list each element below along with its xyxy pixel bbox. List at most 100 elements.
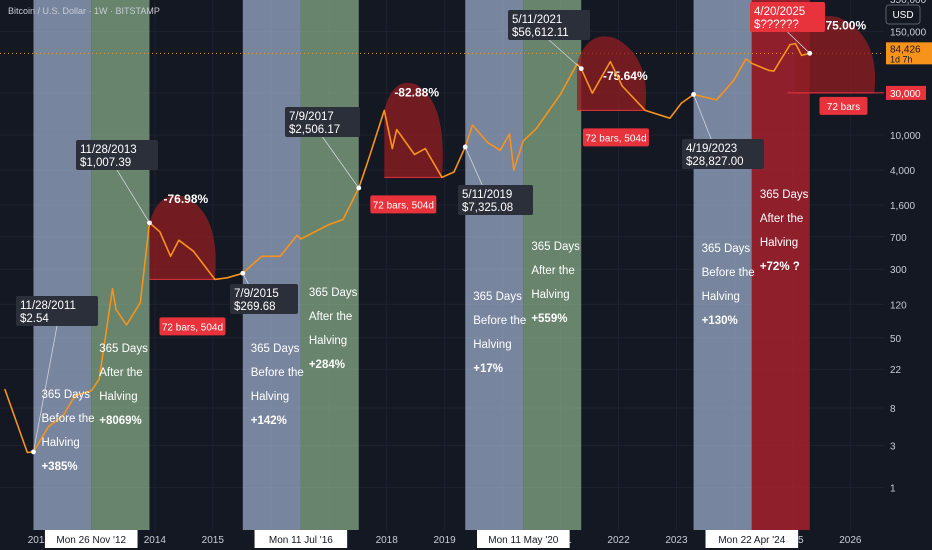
x-tick-label: 2026 [839, 535, 862, 546]
band-text-line: 365 Days [531, 241, 580, 253]
price-point [192, 250, 195, 252]
support-level-label: 30,000 [890, 89, 921, 100]
callout-point [31, 449, 36, 455]
callout-date: 5/11/2021 [512, 14, 562, 26]
current-price-badge [886, 42, 932, 65]
current-price-countdown: 1d 7h [890, 54, 913, 64]
halving-bands [33, 0, 810, 530]
band-text-line: Halving [473, 339, 511, 351]
band-text-line: 365 Days [760, 189, 809, 201]
halving-band-before [465, 0, 524, 530]
price-point [90, 390, 92, 392]
price-point [680, 102, 682, 104]
price-point [499, 149, 501, 151]
halving-date-badge [254, 530, 348, 548]
price-point [47, 426, 49, 428]
band-text-line: After the [531, 265, 574, 277]
callout-price: $2.54 [20, 313, 49, 325]
halving-band-before [33, 0, 92, 530]
price-callouts: 11/28/2011$2.54 11/28/2013$1,007.39 7/9/20… [16, 2, 825, 455]
band-percent: +72% ? [760, 261, 800, 273]
support-level-badge [886, 85, 926, 100]
band-text-line: Before the [251, 367, 304, 379]
callout-box [230, 284, 298, 314]
price-point [413, 153, 416, 156]
halving-band-after [300, 0, 359, 530]
callout-date: 11/28/2011 [20, 300, 76, 312]
band-text-line: After the [309, 311, 352, 323]
price-point [471, 124, 474, 126]
halving-date-badge [705, 530, 799, 548]
currency-button[interactable]: USD [885, 4, 921, 25]
price-point [328, 224, 330, 226]
callout-box [750, 2, 825, 32]
callout-box [16, 296, 98, 326]
drawdown-bars-label: 72 bars, 504d [162, 322, 223, 333]
band-text-line: Before the [473, 315, 526, 327]
chart-title: Bitcoin / U.S. Dollar · 1W · BITSTAMP [8, 6, 160, 16]
callout-point [807, 50, 813, 56]
price-point [226, 277, 228, 279]
drawdown-percent: -82.88% [394, 85, 439, 99]
current-price-value: 84,426 [890, 44, 921, 55]
price-point [487, 141, 489, 144]
price-point [260, 255, 263, 257]
drawdown-bars-label: 72 bars, 504d [585, 133, 646, 144]
y-tick-label: 8 [890, 404, 896, 415]
price-point [62, 415, 64, 417]
price-point [609, 61, 611, 63]
callout-date: 4/20/2025 [754, 6, 805, 18]
y-tick-label: 50 [890, 334, 902, 345]
price-point [396, 129, 398, 131]
callout-box [458, 185, 533, 215]
callout-date: 11/28/2013 [80, 144, 137, 156]
drawdown-bars-box [370, 195, 437, 214]
price-point [4, 388, 6, 390]
callout-box [76, 140, 158, 170]
y-tick-label: 10,000 [890, 131, 921, 142]
price-point [366, 162, 368, 164]
price-point [751, 62, 753, 64]
price-point [125, 324, 128, 326]
y-tick-label: 4,000 [890, 166, 915, 177]
band-text-line: Halving [251, 391, 289, 403]
band-text-line: 365 Days [473, 291, 522, 303]
band-percent: +284% [309, 359, 345, 371]
band-text-line: Before the [41, 413, 94, 425]
drawdown-arc [795, 16, 876, 93]
price-point [453, 171, 455, 173]
x-tick-label: 2018 [376, 535, 399, 546]
band-text-line: 365 Days [702, 243, 751, 255]
price-point [300, 238, 302, 240]
halving-date-label: Mon 11 Jul '16 [269, 535, 333, 546]
band-text-line: After the [99, 367, 142, 379]
callout-price: $56,612.11 [512, 27, 569, 39]
drawdown-bars-box [159, 317, 226, 336]
price-point [794, 42, 797, 45]
price-point [26, 451, 28, 454]
halving-band-after [523, 0, 582, 530]
price-point [644, 109, 646, 112]
halving-band-before [693, 0, 752, 530]
callout-price: $2,506.17 [289, 124, 340, 136]
price-series [4, 42, 811, 454]
band-text-line: 365 Days [41, 389, 90, 401]
drawdown-bars-label: 72 bars, 504d [373, 200, 434, 211]
price-point [768, 69, 770, 72]
halving-date-label: Mon 22 Apr '24 [718, 535, 785, 546]
price-point [508, 133, 511, 135]
callout-box [285, 107, 360, 137]
band-text-line: After the [760, 213, 803, 225]
callout-leader [322, 136, 360, 189]
price-point [591, 92, 593, 94]
callout-point [147, 220, 152, 226]
y-tick-label: 150,000 [890, 27, 927, 38]
callout-leader [116, 169, 150, 224]
callout-date: 5/11/2019 [462, 189, 512, 201]
y-tick-label: 700 [890, 233, 907, 244]
y-tick-label: 1,600 [890, 201, 915, 212]
halving-date-badge [477, 530, 570, 548]
band-percent: +142% [251, 415, 287, 427]
